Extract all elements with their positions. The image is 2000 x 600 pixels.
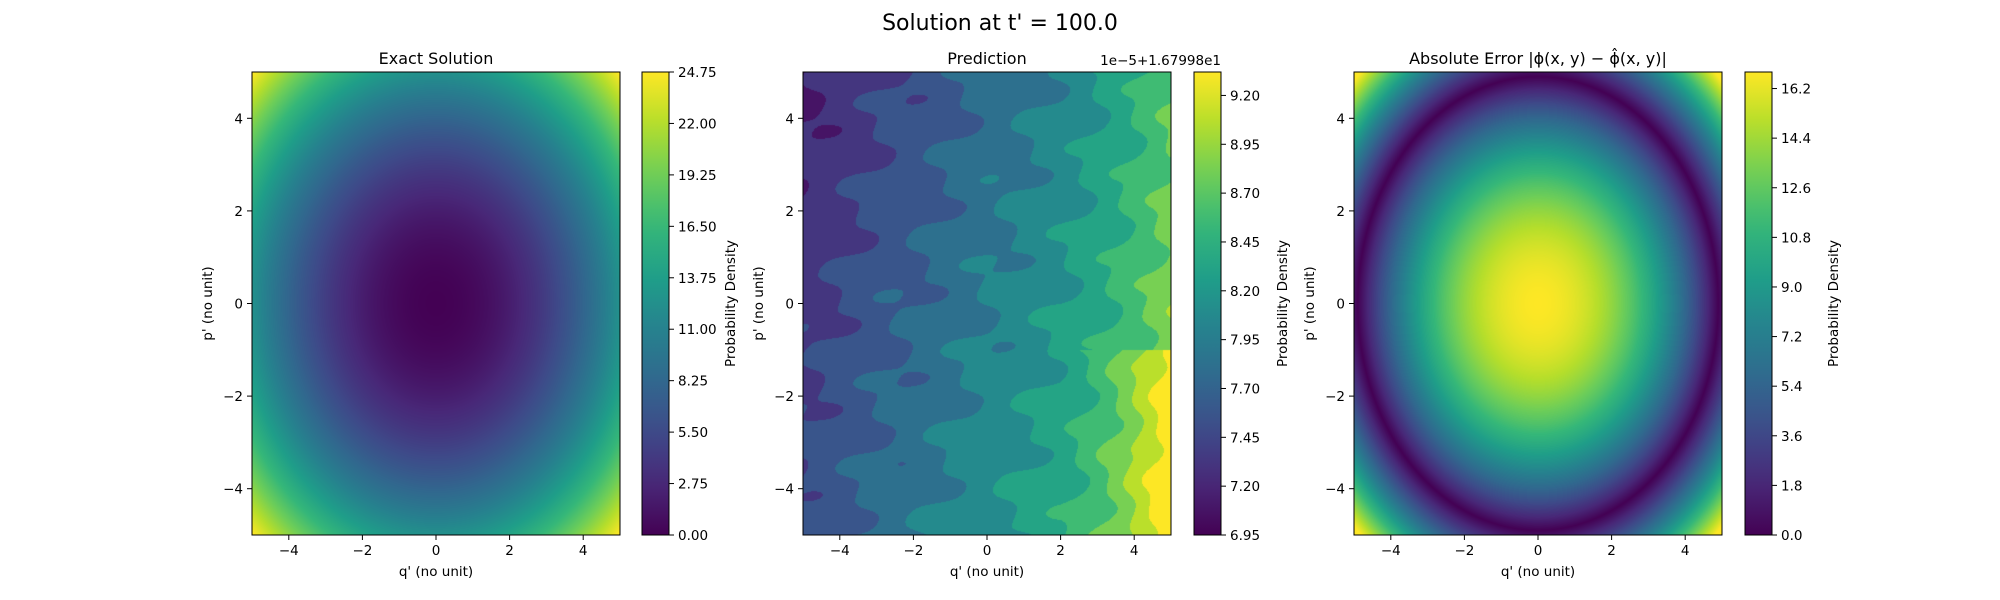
- x-tick-label: −4: [1381, 543, 1401, 559]
- x-tick-label: −2: [1454, 543, 1474, 559]
- y-tick-label: 0: [234, 297, 243, 313]
- x-tick-label: 2: [505, 543, 514, 559]
- y-tick-label: 2: [785, 204, 794, 220]
- y-tick-label: 0: [785, 297, 794, 313]
- colorbar-tick-label: 7.70: [1230, 381, 1260, 397]
- y-tick-label: 0: [1336, 297, 1345, 313]
- y-tick-label: 4: [234, 111, 243, 127]
- colorbar-tick-label: 0.0: [1781, 528, 1802, 544]
- colorbar-tick-label: 8.25: [678, 374, 708, 390]
- colorbar-tick-label: 22.00: [678, 116, 717, 132]
- colorbar-tick-label: 9.20: [1230, 88, 1260, 104]
- y-axis-label: p' (no unit): [200, 266, 216, 340]
- colorbar-tick-label: 24.75: [678, 65, 717, 81]
- colorbar-tick-label: 7.95: [1230, 333, 1260, 349]
- heatmap-image: [252, 72, 620, 535]
- panel-title: Absolute Error |ϕ(x, y) − ϕ̂(x, y)|: [1409, 48, 1667, 68]
- colorbar-tick-label: 12.6: [1781, 181, 1811, 197]
- y-axis-label: p' (no unit): [751, 266, 767, 340]
- colorbar-frame: [1193, 71, 1222, 536]
- panel-2: Prediction −4 −2 0 2 4 −4 −2 0 2 4 q' (no unit) p' (…: [751, 49, 1291, 580]
- colorbar: [1745, 72, 1772, 535]
- colorbar-tick-label: 19.25: [678, 168, 717, 184]
- x-tick-label: 2: [1056, 543, 1065, 559]
- colorbar-tick-label: 8.95: [1230, 137, 1260, 153]
- colorbar-tick-label: 16.2: [1781, 82, 1811, 98]
- x-axis-label: q' (no unit): [1501, 564, 1575, 580]
- colorbar-tick-label: 3.6: [1781, 429, 1802, 445]
- x-tick-label: 2: [1607, 543, 1616, 559]
- colorbar-tick-label: 9.0: [1781, 280, 1802, 296]
- x-tick-label: 4: [1130, 543, 1139, 559]
- x-tick-label: 0: [1534, 543, 1543, 559]
- colorbar-tick-label: 6.95: [1230, 528, 1260, 544]
- colorbar-label: Probability Density: [723, 240, 739, 367]
- colorbar-tick-label: 0.00: [678, 528, 708, 544]
- x-tick-label: 0: [983, 543, 992, 559]
- heatmap-image: [1354, 72, 1722, 535]
- x-tick-label: −4: [830, 543, 850, 559]
- panel-3: Absolute Error |ϕ(x, y) − ϕ̂(x, y)| −4 −2 0…: [1302, 48, 1842, 580]
- x-axis-label: q' (no unit): [399, 564, 473, 580]
- y-tick-label: −4: [223, 482, 243, 498]
- colorbar-tick-label: 13.75: [678, 271, 717, 287]
- x-tick-label: 4: [579, 543, 588, 559]
- colorbar-tick-label: 1.8: [1781, 478, 1802, 494]
- colorbar-frame: [641, 71, 670, 536]
- colorbar-tick-label: 7.2: [1781, 330, 1802, 346]
- x-tick-label: 4: [1681, 543, 1690, 559]
- colorbar-tick-label: 16.50: [678, 219, 717, 235]
- panel-title: Prediction: [947, 49, 1026, 68]
- y-axis-label: p' (no unit): [1302, 266, 1318, 340]
- colorbar-tick-label: 8.70: [1230, 186, 1260, 202]
- x-axis-label: q' (no unit): [950, 564, 1024, 580]
- y-tick-label: 4: [1336, 111, 1345, 127]
- y-tick-label: 2: [1336, 204, 1345, 220]
- panel-title: Exact Solution: [379, 49, 494, 68]
- colorbar-tick-label: 7.45: [1230, 430, 1260, 446]
- colorbar: [642, 72, 669, 535]
- colorbar-tick-label: 8.20: [1230, 284, 1260, 300]
- colorbar: [1194, 72, 1221, 535]
- colorbar-label: Probability Density: [1275, 240, 1291, 367]
- colorbar-label: Probability Density: [1826, 240, 1842, 367]
- colorbar-tick-label: 10.8: [1781, 230, 1811, 246]
- colorbar-tick-label: 11.00: [678, 322, 717, 338]
- colorbar-tick-label: 5.50: [678, 425, 708, 441]
- colorbar-tick-label: 14.4: [1781, 131, 1811, 147]
- x-tick-label: −2: [352, 543, 372, 559]
- colorbar-offset-text: 1e−5+1.67998e1: [1100, 53, 1221, 69]
- y-tick-label: −2: [1325, 389, 1345, 405]
- x-tick-label: 0: [432, 543, 441, 559]
- heatmap-image: [803, 72, 1171, 535]
- colorbar-tick-label: 5.4: [1781, 379, 1802, 395]
- colorbar-tick-label: 7.20: [1230, 479, 1260, 495]
- colorbar-frame: [1744, 71, 1773, 536]
- figure-title: Solution at t' = 100.0: [882, 11, 1118, 36]
- colorbar-tick-label: 8.45: [1230, 235, 1260, 251]
- x-tick-label: −2: [903, 543, 923, 559]
- y-tick-label: −4: [774, 482, 794, 498]
- y-tick-label: −2: [774, 389, 794, 405]
- y-tick-label: −4: [1325, 482, 1345, 498]
- y-tick-label: −2: [223, 389, 243, 405]
- colorbar-tick-label: 2.75: [678, 477, 708, 493]
- y-tick-label: 2: [234, 204, 243, 220]
- panel-1: Exact Solution −4 −2 0 2 4 −4 −2 0 2 4 q' (no unit)…: [200, 49, 739, 580]
- x-tick-label: −4: [279, 543, 299, 559]
- y-tick-label: 4: [785, 111, 794, 127]
